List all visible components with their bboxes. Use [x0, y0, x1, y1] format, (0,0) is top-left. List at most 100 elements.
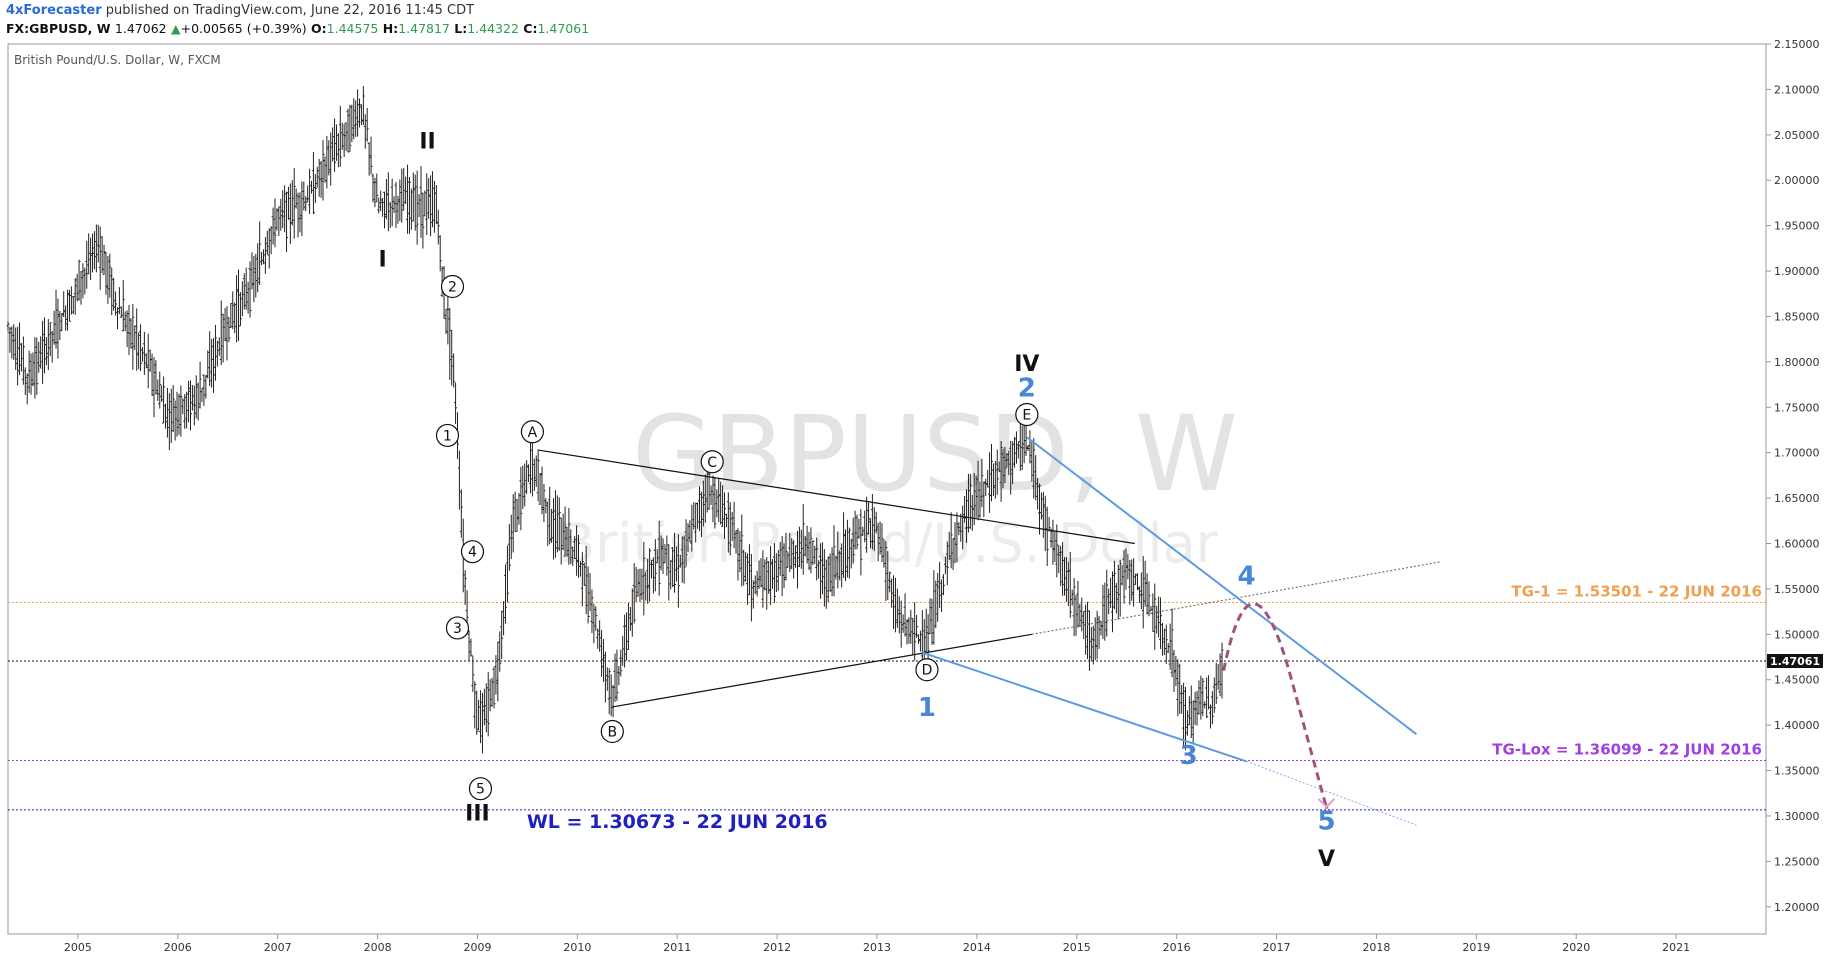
x-tick-label: 2006	[164, 941, 192, 954]
x-tick-label: 2015	[1063, 941, 1091, 954]
y-tick-label: 1.20000	[1774, 901, 1820, 914]
x-tick-label: 2017	[1263, 941, 1291, 954]
y-tick-label: 1.75000	[1774, 401, 1820, 414]
projection-curve	[1222, 602, 1329, 811]
y-tick-label: 2.10000	[1774, 83, 1820, 96]
triangle-lower-ext-line	[1031, 561, 1442, 635]
x-tick-label: 2010	[563, 941, 591, 954]
x-tick-label: 2011	[663, 941, 691, 954]
x-tick-label: 2021	[1662, 941, 1690, 954]
horizontal-levels: TG-1 = 1.53501 - 22 JUN 2016 TG-Lox = 1.3…	[8, 583, 1766, 833]
y-tick-label: 1.25000	[1774, 855, 1820, 868]
level-label: TG-1 = 1.53501 - 22 JUN 2016	[1511, 583, 1762, 601]
x-tick-label: 2007	[264, 941, 292, 954]
time-axis: 2005 2006 2007 2008 2009 2010 2011 2012 2013 2014…	[64, 934, 1690, 954]
x-tick-label: 2009	[463, 941, 491, 954]
ohlc-line: FX:GBPUSD, W 1.47062 ▲+0.00565 (+0.39%) …	[6, 21, 589, 36]
up-arrow-icon: ▲	[170, 21, 181, 36]
wave-circle-label: B	[608, 724, 618, 740]
wave-circle	[440, 274, 465, 299]
wave-label: I	[378, 248, 386, 273]
wave-label: 3	[1180, 741, 1198, 771]
x-tick-label: 2008	[364, 941, 392, 954]
x-tick-label: 2016	[1163, 941, 1191, 954]
channel-upper-line	[1026, 436, 1418, 735]
projection-arrowhead	[1317, 798, 1336, 809]
current-price-tag	[1767, 653, 1823, 668]
y-tick-label: 1.90000	[1774, 265, 1820, 278]
high-value: H:1.47817	[382, 21, 450, 36]
y-tick-label: 1.80000	[1774, 356, 1820, 369]
y-tick-label: 2.00000	[1774, 174, 1820, 187]
wave-label: II	[419, 129, 435, 154]
x-tick-label: 2020	[1562, 941, 1590, 954]
wave-label: IV	[1014, 352, 1039, 377]
x-tick-label: 2014	[963, 941, 991, 954]
wave-label: 1	[918, 693, 936, 723]
x-tick-label: 2012	[763, 941, 791, 954]
watermark-name: British Pound/U.S. Dollar	[558, 512, 1219, 575]
level-label: WL = 1.30673 - 22 JUN 2016	[527, 811, 828, 833]
wave-circle	[1015, 402, 1039, 427]
wave-label: 5	[1317, 807, 1335, 837]
wave-circle	[445, 616, 470, 640]
wave-circle-label: A	[528, 425, 538, 441]
wave-circle-label: 3	[453, 621, 462, 637]
wave-circle	[600, 719, 624, 744]
wave-circle-label: 4	[468, 545, 477, 561]
triangle-lower-line	[612, 633, 1032, 708]
wave-circle	[435, 423, 460, 448]
candles	[6, 86, 1224, 754]
y-tick-label: 1.70000	[1774, 447, 1820, 460]
chart-title: British Pound/U.S. Dollar, W, FXCM	[14, 53, 221, 67]
change-value: +0.00565 (+0.39%)	[180, 21, 307, 36]
y-tick-label: 1.85000	[1774, 310, 1820, 323]
level-label: TG-Lox = 1.36099 - 22 JUN 2016	[1492, 741, 1762, 759]
y-tick-label: 1.45000	[1774, 674, 1820, 687]
wave-circle	[520, 420, 545, 444]
y-tick-label: 1.30000	[1774, 810, 1820, 823]
y-tick-label: 1.50000	[1774, 628, 1820, 641]
publish-info: 4xForecaster published on TradingView.co…	[6, 3, 474, 18]
y-tick-label: 1.65000	[1774, 492, 1820, 505]
wave-circle-label: D	[922, 663, 933, 679]
wave-circle-label: 2	[448, 279, 457, 295]
y-tick-label: 1.55000	[1774, 583, 1820, 596]
wave-circle	[460, 540, 485, 564]
wave-label: III	[465, 801, 490, 826]
triangle-upper-line	[537, 449, 1135, 545]
x-tick-label: 2019	[1462, 941, 1490, 954]
wave-label: 4	[1238, 561, 1256, 591]
wave-circle-label: 5	[476, 782, 485, 798]
x-tick-label: 2005	[64, 941, 92, 954]
y-tick-label: 1.95000	[1774, 220, 1820, 233]
symbol-label: FX:GBPUSD, W	[6, 21, 111, 36]
channel-lower-line	[921, 651, 1247, 763]
x-tick-label: 2013	[863, 941, 891, 954]
price-axis: 1.20000 1.25000 1.30000 1.35000 1.40000 1.450…	[1766, 38, 1823, 914]
y-tick-label: 2.15000	[1774, 38, 1820, 51]
author-link[interactable]: 4xForecaster	[6, 3, 102, 18]
y-tick-label: 1.60000	[1774, 537, 1820, 550]
wave-circle-label: E	[1022, 408, 1031, 424]
projection-path	[1222, 602, 1336, 811]
last-price: 1.47062	[114, 21, 167, 36]
wave-circle	[700, 450, 724, 474]
low-value: L:1.44322	[454, 21, 519, 36]
open-value: O:1.44575	[311, 21, 379, 36]
wave-label: 2	[1018, 373, 1036, 403]
wave-circle-label: 1	[443, 428, 452, 444]
y-tick-label: 1.40000	[1774, 719, 1820, 732]
trend-lines	[537, 436, 1442, 826]
close-value: C:1.47061	[523, 21, 590, 36]
wave-label: V	[1318, 847, 1335, 872]
wave-circle	[915, 658, 939, 682]
watermark-symbol: GBPUSD, W	[632, 393, 1238, 515]
x-tick-label: 2018	[1362, 941, 1390, 954]
current-price-label: 1.47061	[1770, 655, 1820, 668]
wave-circle-label: C	[707, 455, 717, 471]
wave-circle	[468, 777, 493, 801]
y-tick-label: 1.35000	[1774, 765, 1820, 778]
